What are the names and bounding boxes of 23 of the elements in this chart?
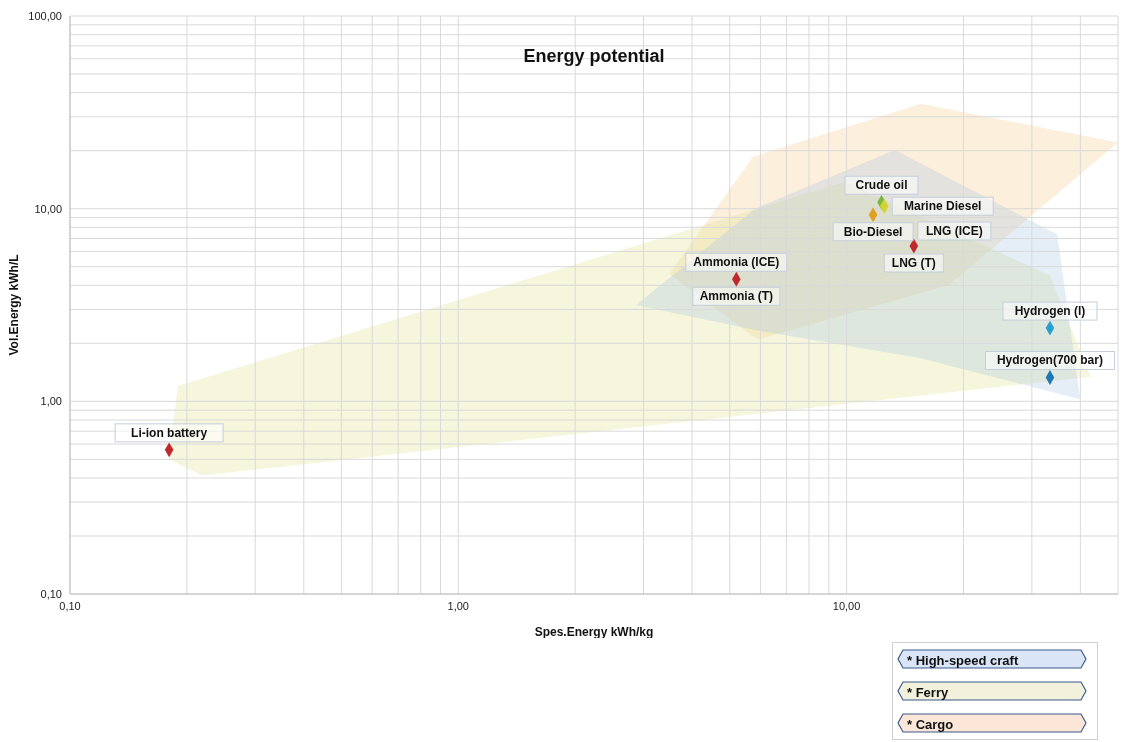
- text: * High-speed craft: [907, 653, 1019, 668]
- annotation: Bio-Diesel: [843, 224, 903, 239]
- annotation: Hydrogen (l): [1014, 304, 1086, 319]
- text: * Cargo: [907, 717, 954, 732]
- annotation: LNG (ICE): [926, 224, 983, 239]
- annotation: Ammonia (ICE): [693, 255, 780, 270]
- y-axis-title: Vol.Energy kWh/L: [7, 254, 22, 356]
- annotation: Marine Diesel: [904, 199, 982, 214]
- y-tick-label: 100,00: [28, 9, 62, 22]
- y-tick-label: 10,00: [34, 202, 62, 215]
- annotation: LNG (T): [891, 256, 936, 271]
- text: Energy potential: [522, 46, 666, 67]
- annotation: Ammonia (T): [699, 289, 773, 304]
- text: * Ferry: [907, 685, 949, 700]
- y-tick-label: 1,00: [40, 395, 62, 408]
- annotation: Hydrogen(700 bar): [996, 353, 1103, 368]
- x-tick-label: 0,10: [59, 599, 81, 612]
- annotation: Li-ion battery: [131, 425, 208, 440]
- x-tick-label: 10,00: [832, 599, 861, 612]
- x-tick-label: 1,00: [447, 599, 470, 612]
- y-tick-label: 0,10: [40, 587, 62, 600]
- x-axis-title: Spes.Energy kWh/kg: [534, 625, 654, 639]
- annotation: Crude oil: [855, 178, 908, 193]
